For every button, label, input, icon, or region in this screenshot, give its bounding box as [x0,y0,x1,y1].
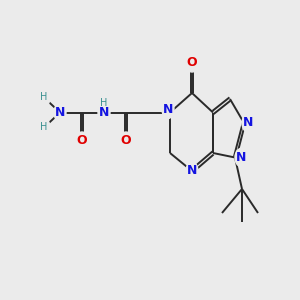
Text: O: O [187,56,197,70]
Circle shape [186,54,198,72]
Circle shape [120,132,132,150]
Circle shape [162,100,174,118]
Circle shape [235,148,247,166]
Text: N: N [55,106,65,119]
Text: N: N [187,164,197,178]
Circle shape [54,103,66,122]
Circle shape [38,88,50,106]
Circle shape [186,162,198,180]
Text: H: H [40,122,48,133]
Circle shape [98,103,110,122]
Text: N: N [99,106,109,119]
Text: H: H [100,98,108,108]
Circle shape [76,132,88,150]
Text: N: N [163,103,173,116]
Text: N: N [236,151,246,164]
Circle shape [242,114,254,132]
Circle shape [98,94,110,112]
Text: O: O [121,134,131,148]
Text: H: H [40,92,48,103]
Text: N: N [243,116,253,130]
Text: O: O [77,134,87,148]
Circle shape [38,118,50,136]
